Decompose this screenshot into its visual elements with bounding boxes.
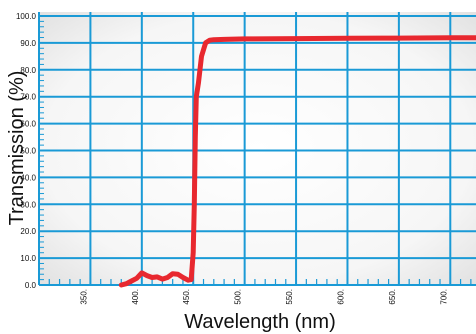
x-tick-label: 400. <box>131 289 140 305</box>
y-tick-label: 70.0 <box>20 93 36 102</box>
x-tick-label: 450. <box>182 289 191 305</box>
minor-ticks <box>38 20 472 285</box>
x-axis-title: Wavelength (nm) <box>184 311 336 333</box>
y-tick-label: 100.0 <box>16 12 37 21</box>
y-axis-title: Transmission (%) <box>6 71 28 226</box>
x-tick-label: 350. <box>79 289 88 305</box>
y-tick-label: 10.0 <box>20 254 36 263</box>
x-tick-label: 500. <box>234 289 243 305</box>
x-tick-label: 650. <box>388 289 397 305</box>
plot-background <box>39 12 476 285</box>
y-tick-label: 60.0 <box>20 120 36 129</box>
series-layer <box>118 35 476 288</box>
x-tick-label: 700. <box>439 289 448 305</box>
y-tick-label: 50.0 <box>20 147 36 156</box>
x-tick-labels: 350. 400. 450. 500. 550. 600. 650. 700. <box>79 289 448 305</box>
x-tick-label: 550. <box>285 289 294 305</box>
y-tick-label: 90.0 <box>20 39 36 48</box>
x-tick-label: 600. <box>336 289 345 305</box>
y-tick-label: 30.0 <box>20 200 36 209</box>
y-tick-label: 40.0 <box>20 173 36 182</box>
y-tick-label: 80.0 <box>20 66 36 75</box>
y-tick-label: 20.0 <box>20 227 36 236</box>
series-line-0 <box>118 35 476 288</box>
y-tick-label: 0.0 <box>25 281 37 290</box>
y-tick-labels: 0.0 10.0 20.0 30.0 40.0 50.0 60.0 70.0 80.0 90.0 1… <box>16 12 37 290</box>
